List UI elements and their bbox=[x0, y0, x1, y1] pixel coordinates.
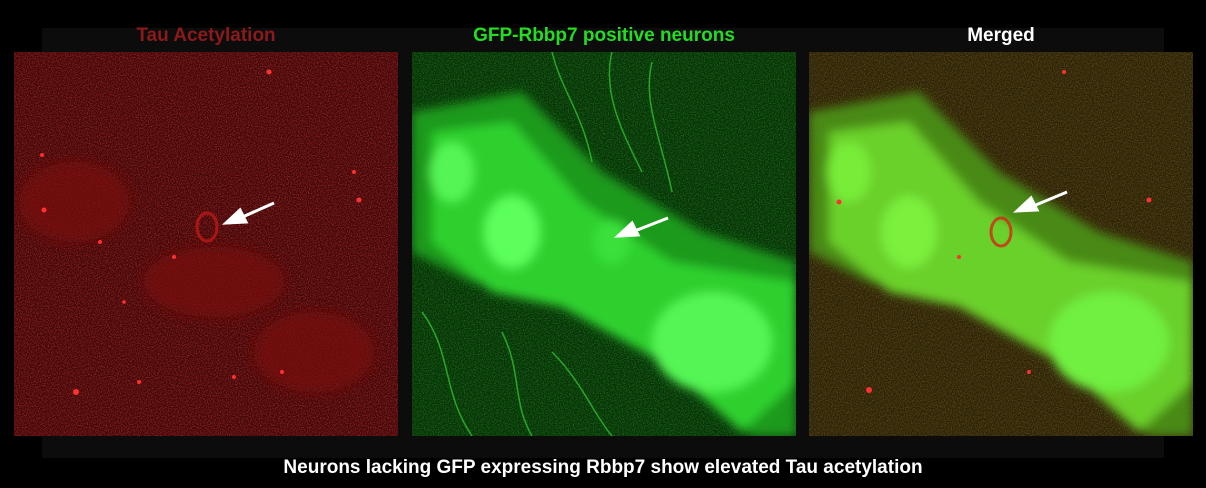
gfp-rbbp7-image bbox=[412, 52, 796, 436]
figure-caption: Neurons lacking GFP expressing Rbbp7 sho… bbox=[283, 457, 923, 478]
panel-title-tau: Tau Acetylation bbox=[136, 25, 276, 46]
merged-image bbox=[809, 52, 1193, 436]
tau-acetylation-image bbox=[14, 52, 398, 436]
panel-title-gfp: GFP-Rbbp7 positive neurons bbox=[473, 25, 735, 46]
panel-title-merged: Merged bbox=[967, 25, 1035, 46]
